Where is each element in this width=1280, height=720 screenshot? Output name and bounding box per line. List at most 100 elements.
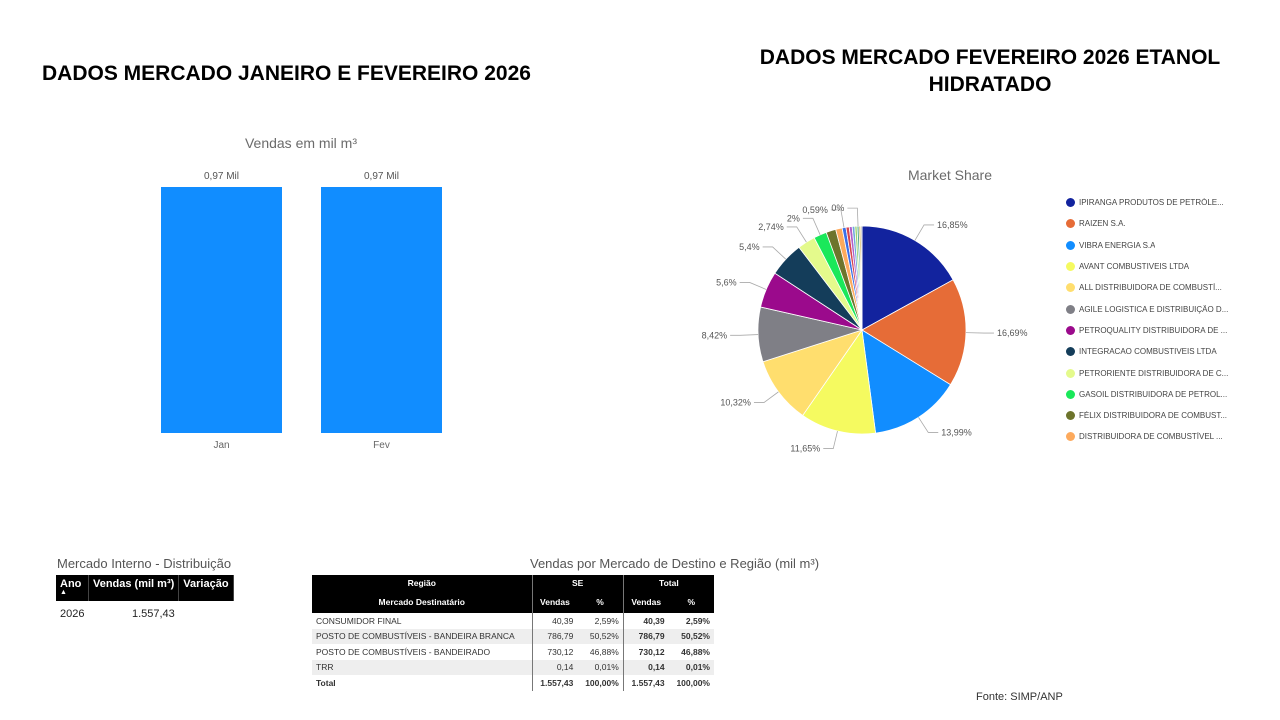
pie-legend: IPIRANGA PRODUTOS DE PETRÓLE... RAIZEN S.…: [1066, 192, 1241, 448]
legend-label: IPIRANGA PRODUTOS DE PETRÓLE...: [1079, 198, 1224, 208]
table-row: CONSUMIDOR FINAL 40,39 2,59% 40,39 2,59%: [312, 613, 714, 629]
cell-ano: 2026: [60, 608, 85, 620]
cell-pct-total: 0,01%: [668, 659, 714, 675]
legend-marker-icon: [1066, 432, 1075, 442]
cell-vendas-total: 1.557,43: [623, 675, 669, 691]
header-mercado[interactable]: Mercado Destinatário: [312, 591, 533, 613]
legend-item[interactable]: AVANT COMBUSTIVEIS LTDA: [1066, 256, 1241, 277]
legend-marker-icon: [1066, 219, 1075, 229]
page-title-right-line2: HIDRATADO: [928, 73, 1052, 96]
source-note: Fonte: SIMP/ANP: [976, 691, 1063, 703]
pie-data-label: 2,74%: [758, 222, 784, 232]
cell-mercado: POSTO DE COMBUSTÍVEIS - BANDEIRADO: [312, 644, 533, 660]
legend-marker-icon: [1066, 389, 1075, 399]
column-header-vendas[interactable]: Vendas (mil m³): [88, 575, 180, 601]
cell-pct-se: 100,00%: [577, 675, 624, 691]
cell-mercado: CONSUMIDOR FINAL: [312, 613, 533, 629]
cell-vendas-se: 786,79: [532, 628, 578, 644]
legend-label: PETROQUALITY DISTRIBUIDORA DE ...: [1079, 325, 1228, 335]
pie-data-label: 5,6%: [716, 277, 737, 287]
cell-mercado: TRR: [312, 659, 533, 675]
header-pct-total[interactable]: %: [668, 591, 714, 613]
legend-item[interactable]: RAIZEN S.A.: [1066, 213, 1241, 234]
cell-mercado: POSTO DE COMBUSTÍVEIS - BANDEIRA BRANCA: [312, 628, 533, 644]
legend-item[interactable]: FÉLIX DISTRIBUIDORA DE COMBUST...: [1066, 405, 1241, 426]
pie-leader-line: [753, 391, 779, 403]
legend-item[interactable]: INTEGRACAO COMBUSTIVEIS LTDA: [1066, 341, 1241, 362]
table-total-row: Total 1.557,43 100,00% 1.557,43 100,00%: [312, 675, 714, 691]
cell-vendas-se: 0,14: [532, 659, 578, 675]
legend-item[interactable]: VIBRA ENERGIA S.A: [1066, 235, 1241, 256]
pie-slice: [861, 279, 967, 386]
legend-marker-icon: [1066, 325, 1075, 335]
cell-vendas-total: 730,12: [638, 646, 665, 657]
pie-data-label: 11,65%: [790, 444, 820, 454]
pie-slice: [860, 225, 863, 331]
legend-marker-icon: [1066, 198, 1075, 208]
pie-leader-line: [739, 282, 767, 290]
bar-data-label: 0,97 Mil: [364, 171, 399, 182]
cell-vendas-se: 730,12: [547, 646, 574, 657]
column-header-variacao[interactable]: Variação: [178, 575, 234, 601]
cell-vendas-total: 786,79: [623, 628, 669, 644]
bar-chart: 0,97 Mil Jan 0,97 Mil Fev: [161, 171, 442, 451]
x-tick-label: Jan: [213, 440, 229, 451]
legend-item[interactable]: DISTRIBUIDORA DE COMBUSTÍVEL ...: [1066, 426, 1241, 447]
pie-chart: 16,85% 16,69% 13,99% 11,65% 10,32% 8,42% 5,6% 5…: [702, 203, 1028, 454]
legend-item[interactable]: AGILE LOGISTICA E DISTRIBUIÇÃO D...: [1066, 298, 1241, 319]
pie-leader-line: [762, 246, 787, 260]
pie-slice: [861, 329, 952, 434]
header-pct-se[interactable]: %: [577, 591, 624, 613]
header-vendas-total[interactable]: Vendas: [623, 591, 669, 613]
cell-vendas-total: 40,39: [643, 615, 665, 626]
cell-vendas-total: 0,14: [623, 659, 669, 675]
bar: [321, 187, 442, 433]
legend-item[interactable]: ALL DISTRIBUIDORA DE COMBUSTÍ...: [1066, 277, 1241, 298]
header-total[interactable]: Total: [623, 575, 714, 591]
mercado-interno-table: Ano ▲ Vendas (mil m³) Variação 2026 1.55…: [56, 575, 234, 627]
pie-data-label: 16,85%: [937, 220, 968, 230]
table-row: 2026 1.557,43: [56, 601, 233, 627]
bar: [161, 187, 282, 433]
legend-label: FÉLIX DISTRIBUIDORA DE COMBUST...: [1079, 411, 1228, 421]
header-regiao[interactable]: Região: [312, 575, 533, 591]
pie-leader-line: [786, 226, 807, 243]
page-title-left: DADOS MERCADO JANEIRO E FEVEREIRO 2026: [42, 62, 531, 85]
legend-label: DISTRIBUIDORA DE COMBUSTÍVEL ...: [1079, 432, 1223, 442]
pie-leader-line: [830, 209, 845, 228]
pie-leader-line: [847, 207, 859, 227]
legend-marker-icon: [1066, 411, 1075, 421]
pie-leader-line: [823, 430, 838, 449]
legend-item[interactable]: GASOIL DISTRIBUIDORA DE PETROL...: [1066, 384, 1241, 405]
legend-label: VIBRA ENERGIA S.A: [1079, 240, 1156, 250]
column-header-label: Ano: [60, 578, 82, 590]
header-vendas-se[interactable]: Vendas: [532, 591, 578, 613]
pie-data-label: 0%: [831, 203, 844, 213]
bar-data-label: 0,97 Mil: [204, 171, 239, 182]
legend-item[interactable]: IPIRANGA PRODUTOS DE PETRÓLE...: [1066, 192, 1241, 213]
cell-vendas: 1.557,43: [131, 608, 175, 620]
bar-chart-title: Vendas em mil m³: [244, 135, 358, 151]
pie-data-label: 2%: [787, 213, 800, 223]
legend-marker-icon: [1066, 347, 1075, 357]
cell-pct-total: 2,59%: [685, 615, 710, 626]
legend-marker-icon: [1066, 283, 1075, 293]
pie-data-label: 16,69%: [997, 328, 1028, 338]
vendas-destino-table: Região SE Total Mercado Destinatário Ven…: [312, 575, 714, 691]
pie-data-label: 8,42%: [702, 330, 728, 340]
legend-label: ALL DISTRIBUIDORA DE COMBUSTÍ...: [1079, 283, 1222, 293]
cell-vendas-se: 40,39: [552, 615, 574, 626]
table-row: POSTO DE COMBUSTÍVEIS - BANDEIRADO 730,12…: [312, 644, 714, 660]
header-se[interactable]: SE: [532, 575, 624, 591]
cell-pct-total: 50,52%: [668, 628, 714, 644]
table-row: TRR 0,14 0,01% 0,14 0,01%: [312, 659, 714, 675]
legend-item[interactable]: PETRORIENTE DISTRIBUIDORA DE C...: [1066, 362, 1241, 383]
legend-label: RAIZEN S.A.: [1079, 219, 1126, 229]
legend-label: AVANT COMBUSTIVEIS LTDA: [1079, 262, 1190, 272]
legend-marker-icon: [1066, 304, 1075, 314]
column-header-ano[interactable]: Ano ▲: [56, 575, 89, 601]
legend-item[interactable]: PETROQUALITY DISTRIBUIDORA DE ...: [1066, 320, 1241, 341]
pie-data-label: 10,32%: [720, 398, 751, 408]
page-title-right-line1: DADOS MERCADO FEVEREIRO 2026 ETANOL: [759, 46, 1221, 69]
pie-data-label: 0,59%: [802, 205, 828, 215]
